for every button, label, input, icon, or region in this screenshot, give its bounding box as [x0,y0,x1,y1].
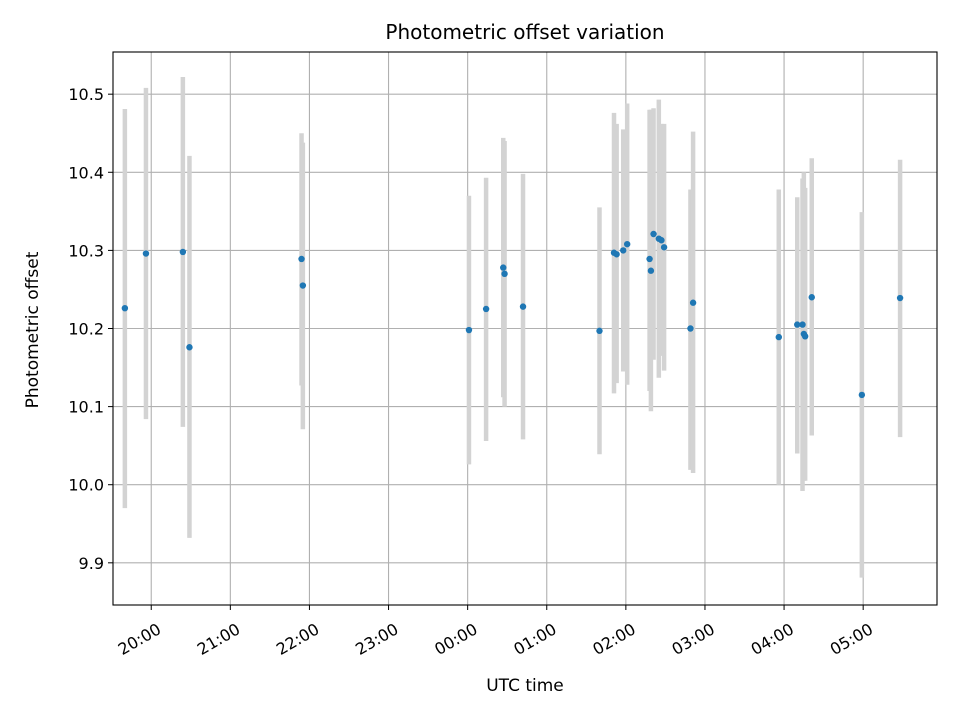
data-point [687,325,694,332]
y-tick-label: 10.4 [68,163,104,182]
data-point [613,251,620,258]
data-point [465,326,473,334]
data-point [482,305,490,313]
data-point [647,267,655,274]
data-point [660,244,668,251]
data-point [799,321,806,328]
data-point [299,282,307,289]
y-tick-label: 9.9 [79,554,104,573]
data-point [500,264,507,271]
data-point [186,344,193,351]
data-point [658,237,665,244]
data-point [623,240,631,248]
y-tick-label: 10.3 [68,241,104,260]
data-point [646,255,653,263]
y-tick-label: 10.0 [68,476,104,495]
data-point [794,321,801,328]
data-points [121,230,904,399]
y-axis-ticks: 9.9 10.0 10.1 10.2 10.3 10.4 10.5 [68,85,113,573]
data-point [896,294,904,302]
y-axis-title: Photometric offset [23,251,43,408]
x-axis-title: UTC time [486,676,564,696]
data-point [298,255,305,263]
data-point [858,391,866,399]
data-point [121,304,129,312]
data-point [808,294,815,301]
data-point [519,303,527,310]
data-point [179,248,187,256]
data-point [650,230,657,238]
data-point [501,270,508,278]
data-point [801,333,809,340]
data-point [620,247,627,254]
data-point [142,250,150,257]
y-tick-label: 10.5 [68,85,104,104]
data-point [596,327,603,335]
data-point [775,333,782,341]
y-tick-label: 10.2 [68,320,104,339]
y-tick-label: 10.1 [68,398,104,417]
chart-title: Photometric offset variation [385,20,664,44]
data-point [689,299,697,306]
